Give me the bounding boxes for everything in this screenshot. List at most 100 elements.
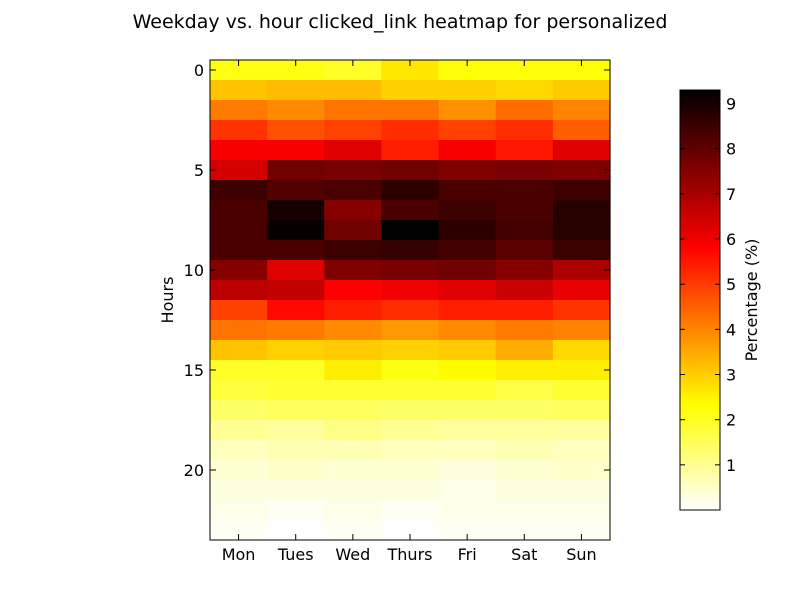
heatmap-cell	[438, 420, 497, 441]
heatmap-cell	[324, 60, 383, 81]
heatmap-cell	[552, 460, 611, 481]
heatmap-cell	[495, 100, 554, 121]
heatmap-cell	[552, 520, 611, 541]
heatmap-cell	[324, 460, 383, 481]
heatmap-cell	[552, 500, 611, 521]
heatmap-cell	[324, 220, 383, 241]
heatmap-cell	[438, 480, 497, 501]
heatmap-cell	[324, 300, 383, 321]
heatmap-cell	[267, 160, 325, 181]
heatmap-cell	[552, 400, 611, 421]
y-tick-label: 10	[184, 261, 204, 280]
heatmap-cell	[324, 160, 383, 181]
heatmap-cell	[267, 120, 325, 141]
heatmap-cell	[552, 60, 611, 81]
heatmap-cell	[267, 220, 325, 241]
heatmap-cell	[210, 260, 268, 281]
colorbar-label: Percentage (%)	[742, 239, 761, 362]
heatmap-cell	[438, 460, 497, 481]
heatmap-cell	[210, 220, 268, 241]
x-axis: Mon Tues Wed Thurs Fri Sat Sun	[222, 60, 597, 564]
heatmap-cell	[552, 240, 611, 261]
colorbar-tick-label: 5	[726, 275, 736, 294]
heatmap-cell	[324, 380, 383, 401]
heatmap-cell	[552, 380, 611, 401]
heatmap-cell	[438, 400, 497, 421]
colorbar	[679, 89, 721, 511]
heatmap-cell	[381, 180, 440, 201]
heatmap-cell	[381, 400, 440, 421]
heatmap-cell	[381, 320, 440, 341]
x-tick-label: Tues	[277, 545, 314, 564]
heatmap-cell	[552, 420, 611, 441]
heatmap-cell	[210, 300, 268, 321]
heatmap-cell	[381, 240, 440, 261]
heatmap-cell	[495, 400, 554, 421]
heatmap-cell	[210, 440, 268, 461]
chart-title: Weekday vs. hour clicked_link heatmap fo…	[133, 11, 668, 33]
heatmap-cell	[210, 500, 268, 521]
heatmap-cell	[495, 520, 554, 541]
heatmap-cell	[438, 120, 497, 141]
y-tick-label: 15	[184, 361, 204, 380]
heatmap-cell	[495, 280, 554, 301]
colorbar-tick-label: 2	[726, 411, 736, 430]
colorbar-tick-label: 8	[726, 140, 736, 159]
heatmap-cell	[210, 460, 268, 481]
heatmap-cell	[438, 280, 497, 301]
heatmap-cell	[552, 140, 611, 161]
heatmap-cell	[267, 300, 325, 321]
y-tick-label: 5	[194, 161, 204, 180]
heatmap-cell	[438, 320, 497, 341]
colorbar-tick-label: 9	[726, 95, 736, 114]
heatmap-cell	[552, 300, 611, 321]
heatmap-cell	[324, 280, 383, 301]
heatmap-cell	[324, 80, 383, 101]
x-tick-label: Thurs	[387, 545, 433, 564]
heatmap-cell	[210, 420, 268, 441]
heatmap-cell	[438, 360, 497, 381]
heatmap-cell	[210, 280, 268, 301]
heatmap-cell	[495, 480, 554, 501]
heatmap-cell	[324, 400, 383, 421]
heatmap-cell	[552, 160, 611, 181]
colorbar-ticks: 1 2 3 4 5 6 7 8 9	[680, 95, 736, 475]
heatmap-cell	[495, 360, 554, 381]
y-axis-label: Hours	[158, 277, 177, 324]
heatmap-cell	[267, 480, 325, 501]
heatmap-cell	[495, 220, 554, 241]
heatmap-cell	[324, 100, 383, 121]
heatmap-cell	[495, 420, 554, 441]
heatmap-cell	[210, 60, 268, 81]
heatmap-cell	[324, 240, 383, 261]
x-tick-label: Wed	[335, 545, 370, 564]
heatmap-cell	[438, 340, 497, 361]
heatmap-cell	[552, 440, 611, 461]
heatmap-cell	[324, 320, 383, 341]
heatmap-cell	[381, 160, 440, 181]
heatmap-cell	[210, 120, 268, 141]
heatmap-cell	[381, 200, 440, 221]
heatmap-cell	[495, 380, 554, 401]
heatmap-cell	[210, 480, 268, 501]
heatmap-cell	[552, 360, 611, 381]
heatmap-cell	[438, 520, 497, 541]
heatmap-cell	[210, 80, 268, 101]
heatmap-cell	[552, 200, 611, 221]
heatmap-cell	[438, 180, 497, 201]
heatmap-cell	[438, 380, 497, 401]
heatmap-cell	[381, 260, 440, 281]
heatmap-cell	[438, 440, 497, 461]
heatmap-cell	[267, 500, 325, 521]
heatmap-cell	[267, 440, 325, 461]
heatmap-cell	[495, 440, 554, 461]
heatmap-cell	[210, 360, 268, 381]
heatmap-cell	[381, 220, 440, 241]
heatmap-cell	[495, 160, 554, 181]
x-tick-label: Sat	[511, 545, 537, 564]
heatmap-cell	[210, 380, 268, 401]
heatmap-cell	[438, 100, 497, 121]
heatmap-cell	[267, 200, 325, 221]
heatmap-cell	[324, 420, 383, 441]
heatmap-cell	[324, 340, 383, 361]
